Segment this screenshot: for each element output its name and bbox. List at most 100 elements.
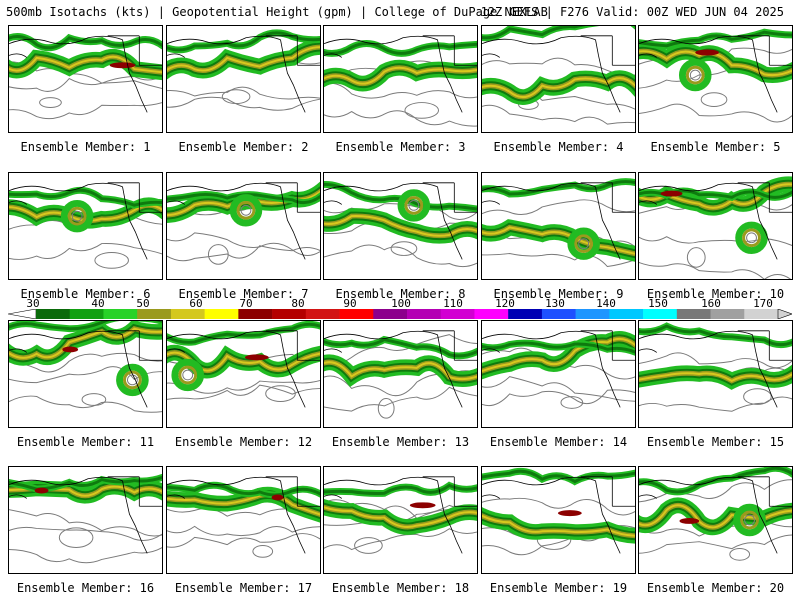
colorbar-tick-label: 150 [648, 297, 668, 310]
cutoff-low [60, 199, 94, 233]
isotach-branch [482, 26, 635, 42]
ensemble-member-label: Ensemble Member: 2 [178, 140, 309, 154]
map-svg [9, 33, 162, 120]
isotach-jet [324, 208, 477, 244]
coastlines [482, 182, 635, 260]
map-svg [9, 182, 162, 269]
map-svg [639, 467, 792, 561]
ensemble-member-label: Ensemble Member: 5 [650, 140, 781, 154]
isotach-jet [9, 321, 162, 366]
map-svg [167, 29, 320, 113]
colorbar-tick-label: 140 [596, 297, 616, 310]
coastlines [639, 182, 792, 260]
map-svg [167, 181, 320, 265]
coastlines [167, 476, 320, 554]
ensemble-member-label: Ensemble Member: 7 [178, 287, 309, 301]
map-svg [482, 26, 635, 125]
ensemble-map-panel [481, 466, 636, 574]
cutoff-low [567, 227, 600, 260]
coastlines [167, 182, 320, 260]
colorbar-tick-label: 50 [136, 297, 150, 310]
ensemble-map-panel [8, 320, 163, 428]
isotach-branch [167, 481, 320, 499]
isotach-branch [639, 28, 792, 50]
coastlines [9, 476, 162, 554]
jet-core [244, 354, 269, 361]
colorbar-swatch [609, 309, 644, 319]
map-svg [639, 28, 792, 123]
colorbar-swatch [339, 309, 374, 319]
jet-core [34, 487, 49, 494]
isotach-jet [324, 499, 477, 535]
colorbar-tick-label: 120 [495, 297, 515, 310]
isotach-jet [9, 48, 162, 81]
map-svg [639, 322, 792, 412]
coastlines [9, 182, 162, 260]
colorbar-swatch [643, 309, 678, 319]
colorbar-swatch [373, 309, 408, 319]
ensemble-map-panel [166, 172, 321, 280]
cutoff-low [678, 58, 712, 92]
colorbar-swatch [440, 309, 475, 319]
jet-core [271, 494, 284, 501]
ensemble-map-panel [638, 25, 793, 133]
colorbar-swatch [204, 309, 239, 319]
colorbar-swatch [474, 309, 509, 319]
isotach-jet [324, 59, 477, 92]
colorbar-swatch [305, 309, 340, 319]
coastlines [324, 182, 477, 260]
colorbar-labels: 30 40 50 60 70 80 90 100 110 120 130 140 150 160 170 [8, 297, 792, 310]
jet-core [695, 49, 719, 56]
ensemble-member-label: Ensemble Member: 10 [646, 287, 785, 301]
isotach-jet [167, 486, 320, 523]
ensemble-member-label: Ensemble Member: 16 [16, 581, 155, 595]
jet-core [558, 510, 582, 517]
coastlines [482, 476, 635, 554]
isotach-branch [482, 339, 635, 356]
isotach-branch [324, 481, 477, 497]
colorbar-tick-label: 40 [91, 297, 105, 310]
map-svg [9, 321, 162, 413]
ensemble-map-panel [481, 25, 636, 133]
cutoff-low [397, 189, 431, 222]
colorbar-swatch [170, 309, 205, 319]
colorbar-swatch [407, 309, 442, 319]
coastlines [639, 35, 792, 113]
map-svg [324, 476, 477, 554]
ensemble-member-label: Ensemble Member: 8 [335, 287, 466, 301]
coastlines [167, 35, 320, 113]
ensemble-map-panel [323, 172, 478, 280]
map-svg [324, 181, 477, 268]
ensemble-map-panel [323, 25, 478, 133]
ensemble-map-panel [481, 320, 636, 428]
ensemble-map-panel [638, 172, 793, 280]
ensemble-map-panel [481, 172, 636, 280]
product-title: 500mb Isotachs (kts) | Geopotential Heig… [6, 5, 548, 19]
ensemble-member-label: Ensemble Member: 13 [331, 435, 470, 449]
colorbar-right-arrow [777, 309, 792, 319]
ensemble-member-label: Ensemble Member: 4 [493, 140, 624, 154]
jet-core [409, 502, 436, 509]
map-svg [482, 178, 635, 268]
colorbar-swatch [541, 309, 576, 319]
ensemble-member-label: Ensemble Member: 14 [489, 435, 628, 449]
coastlines [9, 330, 162, 408]
model-valid-time: 12Z GEFS | F276 Valid: 00Z WED JUN 04 20… [480, 5, 784, 19]
map-svg [324, 35, 477, 127]
ensemble-member-label: Ensemble Member: 15 [646, 435, 785, 449]
ensemble-map-panel [638, 320, 793, 428]
isotach-jet [639, 364, 792, 390]
ensemble-member-label: Ensemble Member: 6 [20, 287, 151, 301]
ensemble-map-panel [166, 466, 321, 574]
ensemble-member-label: Ensemble Member: 1 [20, 140, 151, 154]
colorbar-swatch [508, 309, 543, 319]
isotach-branch [324, 40, 477, 57]
ensemble-member-label: Ensemble Member: 9 [493, 287, 624, 301]
colorbar-left-arrow [8, 309, 37, 319]
isotach-branch [9, 473, 162, 493]
isotach-branch [482, 467, 635, 486]
colorbar-tick-label: 30 [26, 297, 40, 310]
isotach-branch [9, 186, 162, 209]
isotach-jet [324, 354, 477, 387]
colorbar-swatch [238, 309, 273, 319]
